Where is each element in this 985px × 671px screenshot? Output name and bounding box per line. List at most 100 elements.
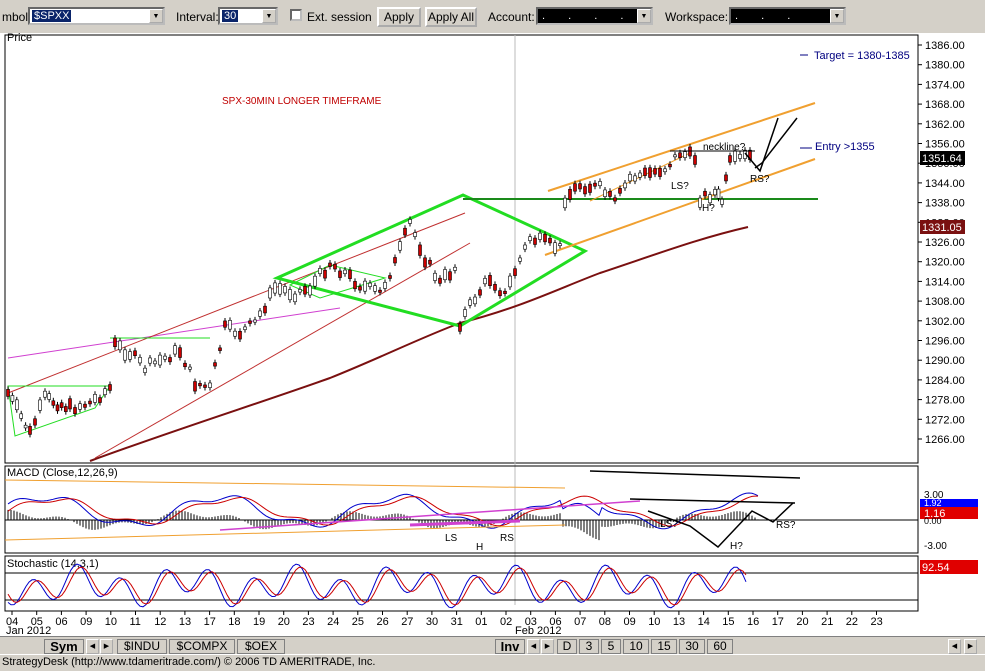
tab-interval-10[interactable]: 10 [623, 639, 649, 654]
tab-inv[interactable]: Inv [495, 639, 525, 654]
tab-interval-3[interactable]: 3 [579, 639, 599, 654]
candle-body [138, 357, 142, 364]
last-price-value: 1351.64 [922, 153, 962, 165]
candle-body [83, 403, 87, 408]
candle-body [408, 219, 412, 224]
ext-session-checkbox[interactable] [290, 9, 302, 21]
chevron-down-icon[interactable]: ▼ [149, 9, 163, 23]
candle-body [6, 389, 10, 397]
projection-arrow-1 [744, 117, 779, 173]
time-tick-label: 30 [426, 616, 438, 628]
candle-body [228, 320, 232, 330]
candle-body [533, 237, 537, 245]
apply-all-button[interactable]: Apply All [425, 7, 477, 27]
candle-body [173, 345, 177, 355]
workspace-combobox[interactable]: . . . ▼ [729, 7, 846, 25]
tab-sym[interactable]: Sym [44, 639, 84, 654]
candle-body [478, 289, 482, 296]
arrow-left-icon[interactable]: ◀ [948, 639, 961, 654]
macd-h2-label: H? [730, 541, 743, 552]
time-tick-label: 15 [722, 616, 734, 628]
tab-compx[interactable]: $COMPX [169, 639, 235, 654]
candle-body [108, 384, 112, 391]
time-tick-label: 25 [352, 616, 364, 628]
neckline-label: neckline? [703, 142, 746, 153]
ext-session-label: Ext. session [307, 10, 372, 24]
tab-interval-60[interactable]: 60 [707, 639, 733, 654]
candle-body [168, 357, 172, 363]
tab-indu[interactable]: $INDU [117, 639, 167, 654]
tab-interval-5[interactable]: 5 [601, 639, 621, 654]
moving-average-line [89, 226, 749, 462]
macd-trend-orange-top [4, 479, 566, 489]
candle-body [433, 272, 437, 281]
chart-svg[interactable]: Price 1386.00 1380.00 1374.00 1368.00 1362.0… [0, 32, 985, 637]
candle-body [503, 290, 507, 294]
candle-body [563, 197, 567, 209]
chevron-down-icon[interactable]: ▼ [830, 9, 844, 23]
candle-body [453, 266, 457, 271]
candle-body [313, 275, 317, 287]
time-tick-label: 17 [772, 616, 784, 628]
interval-combobox[interactable]: 30 ▼ [218, 7, 278, 25]
time-tick-label: 02 [500, 616, 512, 628]
symbol-combobox[interactable]: $SPXX ▼ [28, 7, 165, 25]
candle-body [413, 232, 417, 237]
arrow-right-icon[interactable]: ▶ [100, 639, 113, 654]
stoch-value: 92.54 [922, 562, 950, 574]
candle-body [678, 152, 682, 158]
time-tick-label: 24 [327, 616, 339, 628]
candle-body [728, 155, 732, 163]
time-axis: 04 05 06 09 10 11 12 13 17 18 19 20 23 24 25 26 27 30 31 01… [6, 611, 883, 628]
arrow-right-icon[interactable]: ▶ [541, 639, 554, 654]
macd-red-box [920, 507, 978, 519]
candle-body [513, 268, 517, 276]
candle-body [103, 388, 107, 395]
tab-interval-15[interactable]: 15 [651, 639, 677, 654]
candle-body [548, 237, 552, 244]
price-tick-label: 1356.00 [925, 139, 965, 151]
candle-body [248, 320, 252, 324]
macd-signal-line [7, 495, 758, 527]
chart-area[interactable]: Price 1386.00 1380.00 1374.00 1368.00 1362.0… [0, 32, 985, 637]
chevron-down-icon[interactable]: ▼ [637, 9, 651, 23]
arrow-right-icon[interactable]: ▶ [964, 639, 977, 654]
candle-body [613, 197, 617, 202]
account-label: Account: [488, 10, 535, 24]
candle-body [418, 244, 422, 256]
candle-body [253, 319, 257, 323]
time-tick-label: 14 [698, 616, 710, 628]
candle-body [553, 242, 557, 254]
tab-oex[interactable]: $OEX [237, 639, 285, 654]
candle-body [368, 282, 372, 287]
candle-body [573, 183, 577, 192]
last-price-box [920, 151, 965, 165]
chevron-down-icon[interactable]: ▼ [262, 9, 276, 23]
macd-neckline-black [629, 498, 796, 504]
fan-line-red-1 [7, 212, 466, 394]
candle-body [238, 330, 242, 340]
month-label-feb: Feb 2012 [515, 625, 561, 636]
arrow-left-icon[interactable]: ◀ [86, 639, 99, 654]
candle-body [163, 355, 167, 360]
arrow-left-icon[interactable]: ◀ [527, 639, 540, 654]
candle-body [293, 293, 297, 303]
time-tick-label: 17 [204, 616, 216, 628]
candle-body [98, 397, 102, 403]
candle-body [383, 282, 387, 289]
candle-body [218, 347, 222, 351]
candle-body [483, 278, 487, 285]
account-combobox[interactable]: . . . . . ▼ [536, 7, 653, 25]
price-tick-label: 1272.00 [925, 414, 965, 426]
time-tick-label: 01 [475, 616, 487, 628]
tab-interval-D[interactable]: D [557, 639, 577, 654]
candle-body [618, 188, 622, 194]
candle-body [668, 163, 672, 168]
tab-interval-30[interactable]: 30 [679, 639, 705, 654]
candle-body [473, 296, 477, 305]
time-tick-label: 16 [747, 616, 759, 628]
price-tick-label: 1296.00 [925, 336, 965, 348]
candle-body [178, 347, 182, 358]
candle-body [724, 174, 728, 182]
apply-button[interactable]: Apply [377, 7, 421, 27]
